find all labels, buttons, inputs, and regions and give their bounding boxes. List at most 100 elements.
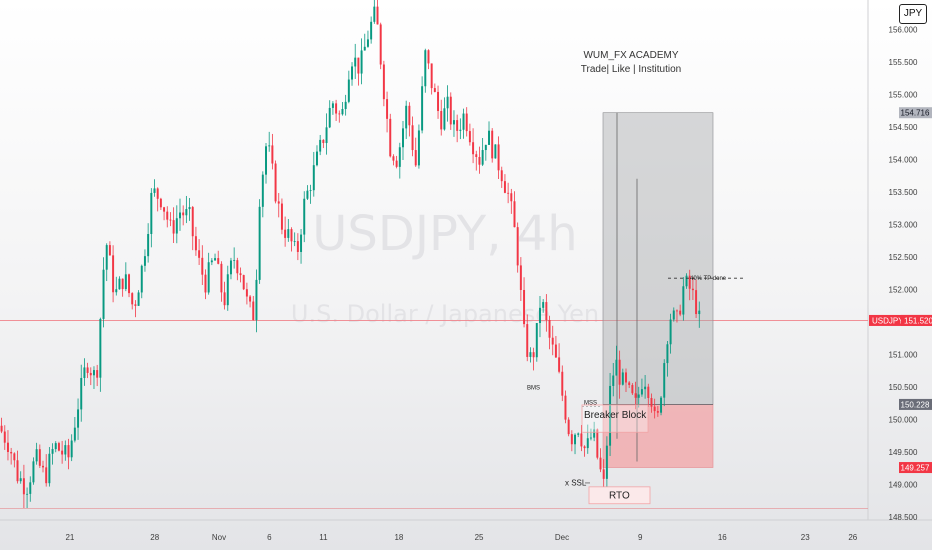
candle xyxy=(306,185,309,200)
price-tick-label: 148.500 xyxy=(889,513,918,522)
candle-body xyxy=(644,386,647,390)
candle xyxy=(319,134,322,156)
time-axis[interactable]: 21 28 Nov 6 11 18 25 Dec 9 16 23 26 xyxy=(65,533,857,542)
candle-body xyxy=(443,108,446,130)
candle xyxy=(656,406,659,417)
candle xyxy=(226,265,229,311)
candle xyxy=(239,267,242,283)
rto-label: RTO xyxy=(609,491,630,502)
candle-body xyxy=(468,131,471,143)
candle-body xyxy=(156,188,159,199)
candle xyxy=(472,128,475,164)
candle-body xyxy=(376,6,379,25)
watermark-symbol: USDJPY, 4h xyxy=(312,206,577,262)
candle-body xyxy=(0,425,3,432)
candle xyxy=(526,314,529,362)
candle xyxy=(542,299,545,313)
currency-button[interactable]: JPY xyxy=(899,4,927,24)
candle-body xyxy=(424,50,427,87)
candle xyxy=(685,273,688,289)
mss-label: MSS xyxy=(584,400,597,406)
candle-body xyxy=(545,302,548,321)
candle-body xyxy=(507,192,510,194)
candle-body xyxy=(35,449,38,462)
candle xyxy=(150,188,153,248)
candle-body xyxy=(131,293,134,305)
candle-body xyxy=(596,429,599,458)
candle xyxy=(29,476,32,502)
candle xyxy=(16,450,19,484)
candle-body xyxy=(370,21,373,40)
candle xyxy=(204,269,207,300)
candle-body xyxy=(570,434,573,445)
candle-body xyxy=(220,263,223,293)
candle xyxy=(51,443,54,465)
candle-body xyxy=(395,160,398,167)
breaker-block-zone[interactable] xyxy=(581,404,649,433)
price-tag-value: 149.257 xyxy=(901,464,930,473)
candle xyxy=(96,364,99,387)
candle xyxy=(618,350,621,399)
candle xyxy=(245,282,248,305)
candle-body xyxy=(414,150,417,166)
candle xyxy=(379,22,382,70)
candle-body xyxy=(535,323,538,358)
price-tick-label: 154.500 xyxy=(889,123,918,132)
candle-body xyxy=(411,125,414,151)
annotations: 40% TP done BMS MSS Breaker Block x SSL … xyxy=(0,276,868,509)
ssl-label: x SSL xyxy=(565,479,587,488)
candle-body xyxy=(54,443,57,450)
candle xyxy=(341,101,344,116)
candle-body xyxy=(29,482,32,494)
price-tick-label: 155.500 xyxy=(889,58,918,67)
candle-body xyxy=(583,446,586,449)
candle-body xyxy=(660,397,663,413)
candle-body xyxy=(115,289,118,293)
candle-body xyxy=(303,198,306,235)
candle xyxy=(621,368,624,386)
candle-body xyxy=(271,145,274,164)
price-axis[interactable]: 156.000 155.500 155.000 154.500 154.000 153.5… xyxy=(889,25,918,522)
candle-body xyxy=(357,57,360,74)
candle xyxy=(290,227,293,252)
candle xyxy=(233,247,236,269)
candle xyxy=(389,113,392,158)
candle xyxy=(405,100,408,139)
candle-body xyxy=(360,50,363,74)
candle-body xyxy=(459,129,462,131)
candle-body xyxy=(408,105,411,126)
candle xyxy=(688,269,691,301)
candle-body xyxy=(472,142,475,155)
candle-body xyxy=(118,278,121,290)
candle xyxy=(45,454,48,487)
candle xyxy=(236,257,239,281)
candle-body xyxy=(233,260,236,261)
candle xyxy=(287,218,290,242)
candle xyxy=(0,417,3,434)
candle xyxy=(666,341,669,377)
candle-body xyxy=(386,99,389,119)
candle-body xyxy=(134,304,137,306)
candle xyxy=(223,281,226,310)
price-tag-value: 154.716 xyxy=(901,109,930,118)
candle xyxy=(300,228,303,264)
candle xyxy=(449,92,452,130)
candle-body xyxy=(96,370,99,378)
candle-body xyxy=(615,359,618,376)
candle-body xyxy=(618,359,621,385)
candle-body xyxy=(503,181,506,193)
candle-body xyxy=(77,409,80,428)
candle-body xyxy=(529,352,532,357)
candle xyxy=(354,43,357,79)
candle-body xyxy=(172,220,175,234)
candle xyxy=(570,430,573,452)
candle-body xyxy=(328,107,331,128)
candle xyxy=(338,110,341,123)
header-subtitle: Trade| Like | Institution xyxy=(581,64,681,75)
rto-box[interactable] xyxy=(588,486,651,505)
price-tick-label: 150.500 xyxy=(889,383,918,392)
candle xyxy=(443,97,446,131)
candle xyxy=(586,424,589,454)
position-profit-zone[interactable] xyxy=(602,112,714,405)
candle xyxy=(411,116,414,157)
